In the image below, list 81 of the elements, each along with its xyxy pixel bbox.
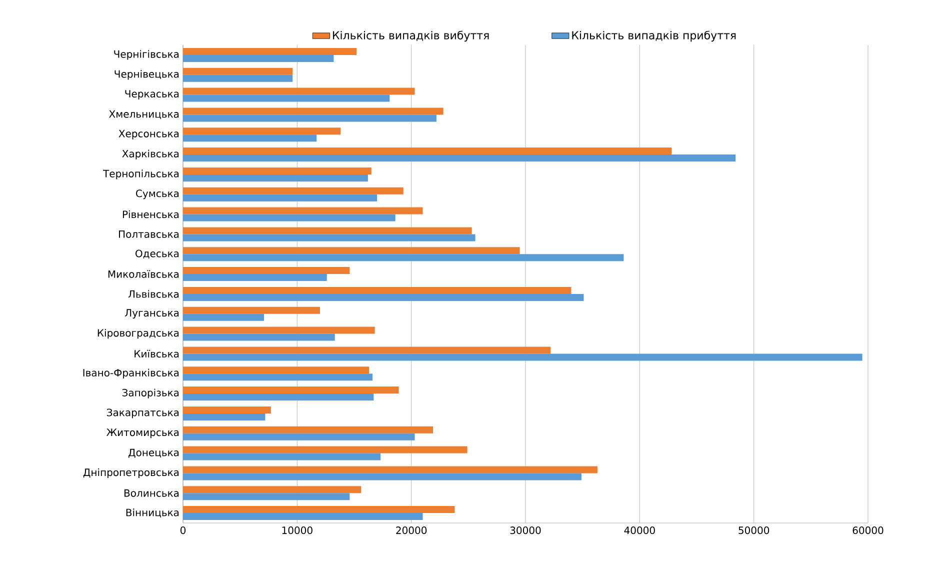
y-tick-label: Луганська xyxy=(124,309,179,319)
bar xyxy=(183,154,736,162)
bar xyxy=(183,413,266,420)
y-tick-label: Донецька xyxy=(128,448,179,458)
y-tick-label: Волинська xyxy=(124,489,179,497)
y-tick-label: Херсонська xyxy=(118,130,179,140)
bar xyxy=(183,174,368,182)
y-tick-label: Хмельницька xyxy=(109,110,179,120)
y-tick-label: Чернігівська xyxy=(114,50,179,60)
bar xyxy=(183,194,378,202)
bar xyxy=(183,128,341,135)
bar xyxy=(183,314,264,321)
x-tick-label: 30000 xyxy=(510,526,541,534)
y-tick-label: Чернівецька xyxy=(114,70,179,80)
bar xyxy=(183,346,551,354)
y-tick-label: Рівненська xyxy=(122,210,179,218)
bar xyxy=(183,334,335,341)
y-tick-label: Закарпатська xyxy=(107,408,179,418)
bar xyxy=(183,227,472,234)
y-tick-label: Вінницька xyxy=(126,508,179,518)
bar xyxy=(183,108,444,115)
bar xyxy=(183,426,434,434)
bar xyxy=(183,94,390,102)
y-tick-label: Дніпропетровська xyxy=(83,468,179,478)
bar xyxy=(183,114,436,122)
y-tick-label: Тернопільська xyxy=(103,170,179,180)
y-tick-label: Одеська xyxy=(136,250,179,259)
bar xyxy=(183,274,327,282)
bar xyxy=(183,306,320,314)
bar xyxy=(183,366,370,374)
bar xyxy=(183,466,598,474)
bar xyxy=(183,486,362,494)
bar xyxy=(183,167,372,174)
bar xyxy=(183,68,293,75)
bar xyxy=(183,207,423,214)
bar xyxy=(183,446,468,454)
bar xyxy=(183,54,334,62)
y-tick-label: Івано-Франківська xyxy=(83,368,179,378)
y-tick-label: Кіровоградська xyxy=(98,328,179,339)
y-tick-label: Запорізька xyxy=(122,388,179,398)
legend-label: Кількість випадків вибуття xyxy=(333,30,489,42)
x-tick-label: 10000 xyxy=(282,526,312,534)
bar xyxy=(183,134,317,142)
y-tick-label: Черкаська xyxy=(125,90,179,100)
bar xyxy=(183,354,862,361)
bar xyxy=(183,187,404,194)
bar xyxy=(183,88,415,95)
bar xyxy=(183,286,572,294)
y-tick-label: Миколаївська xyxy=(108,270,179,278)
bar xyxy=(183,148,672,155)
bar xyxy=(183,374,373,381)
bar xyxy=(183,74,293,82)
y-tick-label: Житомирська xyxy=(106,428,179,438)
bar xyxy=(183,294,584,301)
bar xyxy=(183,513,423,520)
bar xyxy=(183,406,271,414)
y-tick-label: Київська xyxy=(134,350,179,358)
bar xyxy=(183,473,582,480)
x-tick-label: 60000 xyxy=(852,526,884,534)
bar xyxy=(183,506,455,514)
bar xyxy=(183,326,375,334)
bar xyxy=(183,254,624,262)
bar xyxy=(183,48,357,55)
y-tick-label: Полтавська xyxy=(119,230,179,238)
legend-label: Кількість випадків прибуття xyxy=(572,30,736,42)
x-tick-label: 20000 xyxy=(396,526,427,534)
bar xyxy=(183,267,350,274)
bar xyxy=(183,453,381,460)
bar xyxy=(183,433,415,440)
y-tick-label: Львівська xyxy=(128,290,179,298)
x-tick-label: 40000 xyxy=(624,526,655,534)
y-tick-label: Сумська xyxy=(136,190,179,200)
bar xyxy=(183,234,476,242)
bar xyxy=(183,386,399,394)
x-tick-label: 50000 xyxy=(738,526,770,534)
x-tick-label: 0 xyxy=(180,526,186,534)
y-tick-label: Харківська xyxy=(122,150,179,160)
bar xyxy=(183,247,520,254)
bar xyxy=(183,394,374,401)
bar xyxy=(183,214,396,222)
bar xyxy=(183,493,350,500)
